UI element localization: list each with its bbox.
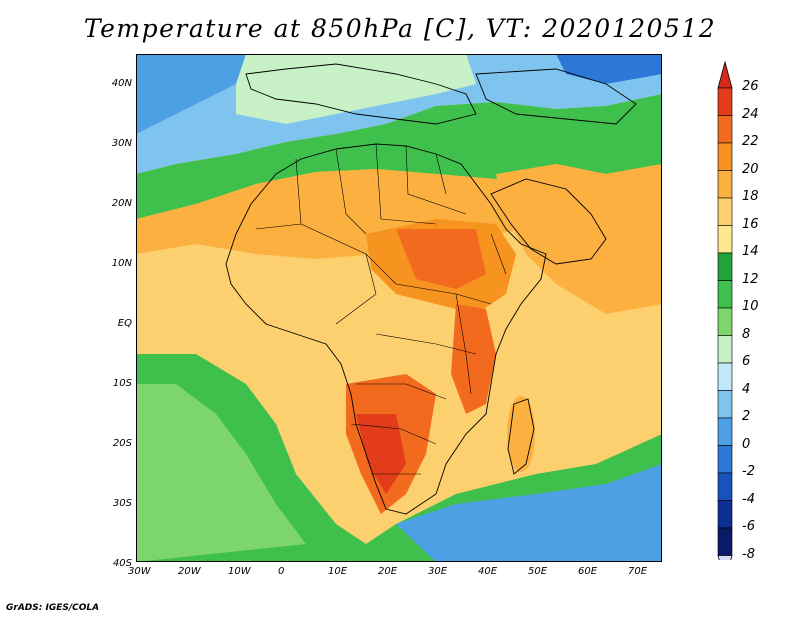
colorbar-swatch [717,142,733,171]
africa-coastline [225,143,547,515]
colorbar-tick-label: -4 [742,491,755,507]
colorbar-top-arrow [717,60,733,89]
arabia-coastline [490,178,607,265]
colorbar-swatch [717,445,733,474]
colorbar-tick-label: 6 [742,354,751,369]
temperature-field-map [136,54,662,562]
lat-tick-label: 10N [111,258,132,269]
colorbar-swatch [717,472,733,501]
lon-tick-label: 20W [178,566,201,577]
credit-text: GrADS: IGES/COLA [6,603,100,613]
colorbar-swatch [717,335,733,364]
shading-south-atlantic-mid [136,384,306,562]
colorbar-swatch [717,115,733,144]
colorbar-tick-label: 18 [742,189,759,204]
colorbar-tick-label: 16 [742,216,759,232]
lat-tick-label: 40N [111,78,132,89]
lat-tick-label: 20S [112,438,132,449]
colorbar-swatch [717,170,733,199]
lon-tick-label: 20E [378,566,398,577]
colorbar-swatch [717,500,733,529]
colorbar-swatch [717,252,733,281]
colorbar-swatch [717,197,733,226]
lon-tick-label: 50E [528,566,548,577]
lon-tick-label: 0 [278,566,285,577]
lon-tick-label: 30E [428,566,448,577]
country-borders [255,143,507,475]
colorbar-tick-label: 4 [742,381,751,397]
lat-tick-label: EQ [117,318,132,329]
europe-coastline [245,63,477,125]
colorbar-tick-label: 2 [742,409,751,424]
lon-tick-label: 70E [628,566,648,577]
lat-tick-label: 30N [111,138,132,149]
shading-mediterranean [236,54,476,124]
shading-arabia-warm [496,164,662,314]
colorbar-swatch [717,417,733,446]
colorbar-tick-label: -2 [742,464,755,479]
colorbar-swatch [717,225,733,254]
shading-north-green [136,94,662,219]
shading-central-hotter [396,229,486,289]
colorbar-swatch [717,362,733,391]
colorbar-tick-label: 22 [742,134,759,149]
asia-minor-coastline [475,68,637,125]
lat-tick-label: 20N [111,198,132,209]
chart-title: Temperature at 850hPa [C], VT: 202012051… [83,14,717,43]
colorbar-swatch [717,87,733,116]
shading-atlantic-cold [136,54,246,134]
colorbar-tick-label: -8 [742,546,755,562]
colorbar-tick-label: 20 [742,161,759,177]
colorbar-tick-label: 14 [742,244,759,259]
colorbar [717,60,733,560]
colorbar-swatch [717,390,733,419]
map-panel [136,54,662,562]
lat-tick-label: 40S [112,558,132,569]
lat-tick-label: 10S [112,378,132,389]
colorbar-tick-label: 0 [742,436,751,452]
map-frame [136,54,662,562]
colorbar-tick-label: 26 [742,79,759,94]
colorbar-swatch [717,280,733,309]
colorbar-bottom-arrow [717,555,733,560]
shading-southern-ocean-cold [396,464,662,562]
colorbar-tick-label: -6 [742,519,755,534]
lon-tick-label: 10W [228,566,251,577]
lon-tick-label: 30W [128,566,151,577]
lat-tick-label: 30S [112,498,132,509]
colorbar-swatch [717,527,733,556]
lon-tick-label: 40E [478,566,498,577]
shading-madagascar [507,396,535,472]
colorbar-swatch [717,307,733,336]
colorbar-tick-label: 12 [742,271,759,287]
colorbar-tick-label: 24 [742,106,759,122]
lon-tick-label: 10E [328,566,348,577]
colorbar-tick-label: 8 [742,326,751,342]
colorbar-tick-label: 10 [742,299,759,314]
madagascar-coastline [507,398,535,475]
lon-tick-label: 60E [578,566,598,577]
